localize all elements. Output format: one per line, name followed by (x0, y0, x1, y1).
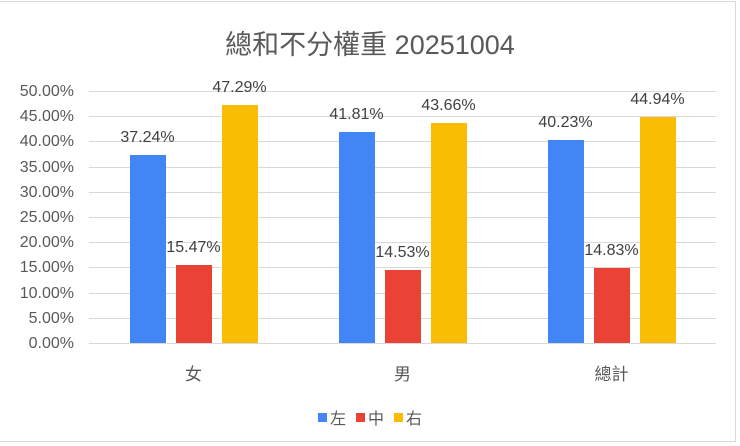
y-tick-label: 20.00% (19, 234, 74, 252)
gridline (89, 141, 716, 143)
gridline (89, 217, 716, 218)
y-tick-label: 25.00% (19, 209, 74, 226)
gridline (89, 191, 716, 193)
x-category-label: 總計 (594, 365, 629, 384)
gridline (89, 267, 716, 269)
bar-右-男[interactable] (430, 122, 467, 343)
bar-右-總計[interactable] (639, 116, 676, 343)
legend-swatch-icon (394, 412, 403, 422)
bar-中-總計[interactable] (593, 268, 630, 343)
bar-左-女[interactable] (129, 155, 166, 343)
data-label: 44.94% (630, 90, 685, 108)
gridline (89, 116, 716, 118)
data-label: 40.23% (538, 114, 593, 132)
legend-swatch-icon (355, 412, 365, 422)
bar-中-男[interactable] (384, 269, 421, 343)
data-label: 47.29% (212, 78, 267, 96)
y-tick-label: 0.00% (28, 335, 74, 352)
gridline (89, 166, 716, 168)
legend-label: 中 (367, 411, 384, 428)
x-category-label: 女 (185, 365, 202, 384)
bar-左-男[interactable] (338, 132, 375, 343)
legend-label: 右 (406, 411, 423, 428)
y-tick-label: 10.00% (19, 284, 74, 302)
bar-右-女[interactable] (221, 104, 258, 343)
chart-title: 總和不分權重 20251004 (225, 30, 515, 60)
data-label: 14.53% (375, 243, 430, 261)
data-label: 41.81% (329, 106, 384, 124)
data-label: 37.24% (120, 129, 175, 147)
chart-legend: 左中右 (0, 405, 740, 429)
bar-左-總計[interactable] (547, 140, 584, 343)
y-tick-label: 40.00% (19, 133, 74, 151)
legend-item-中[interactable]: 中 (355, 405, 384, 429)
y-tick-label: 5.00% (28, 309, 74, 327)
data-label: 43.66% (421, 96, 476, 114)
data-label: 14.83% (584, 242, 639, 260)
y-tick-label: 50.00% (19, 83, 74, 100)
legend-swatch-icon (317, 412, 327, 422)
gridline (89, 91, 716, 92)
bar-中-女[interactable] (175, 265, 212, 343)
y-tick-label: 35.00% (19, 158, 74, 176)
y-tick-label: 30.00% (19, 183, 74, 201)
y-tick-label: 15.00% (19, 259, 74, 277)
data-label: 15.47% (166, 239, 221, 257)
gridline (89, 343, 716, 344)
y-tick-label: 45.00% (19, 108, 74, 126)
gridline (89, 242, 716, 244)
legend-item-右[interactable]: 右 (394, 405, 422, 429)
legend-item-左[interactable]: 左 (317, 405, 346, 429)
legend-label: 左 (329, 411, 346, 428)
x-category-label: 男 (394, 365, 411, 384)
